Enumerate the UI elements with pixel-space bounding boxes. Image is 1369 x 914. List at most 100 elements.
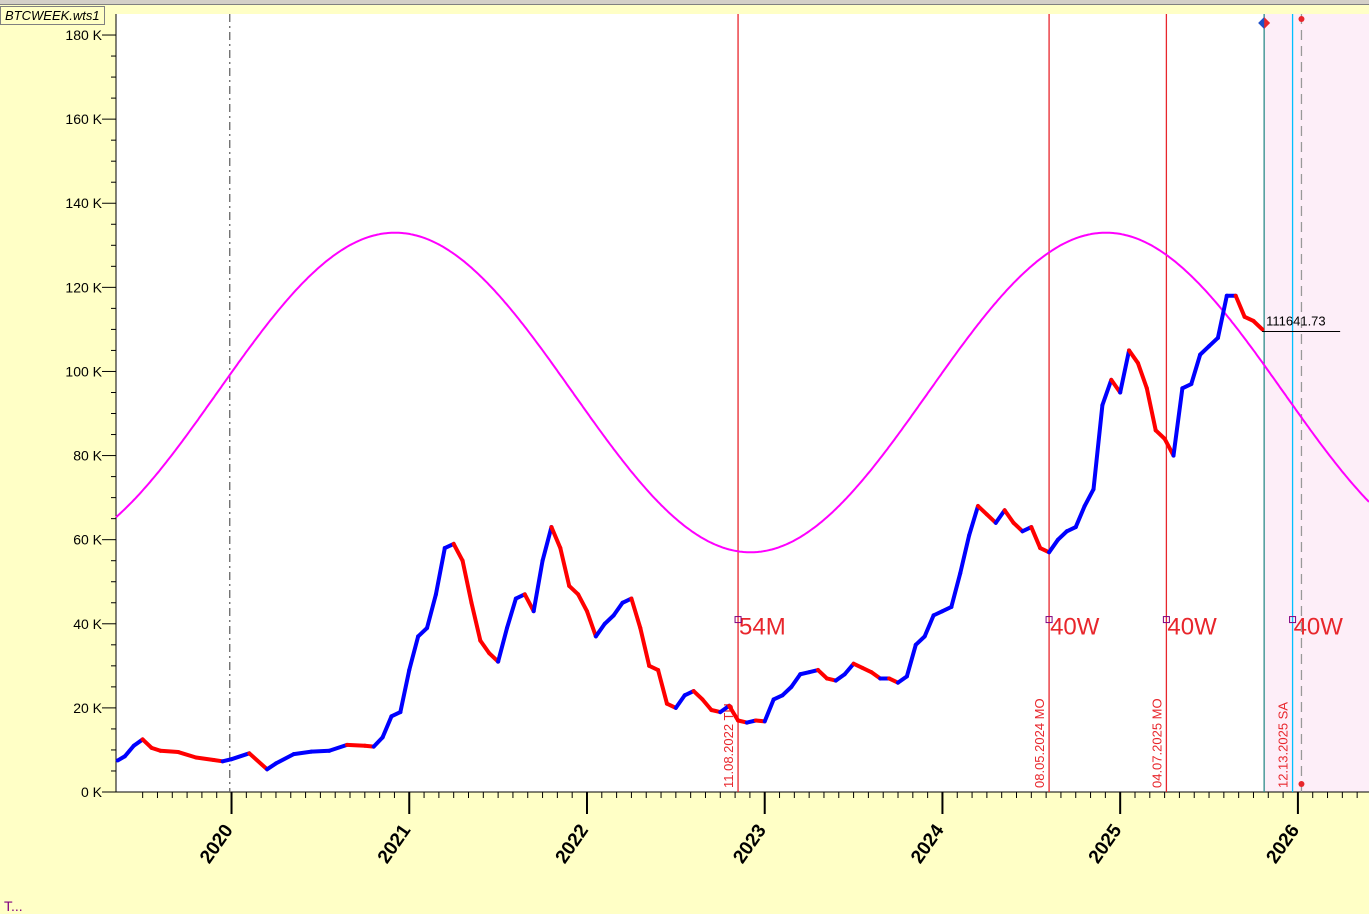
price-segment [1002, 508, 1016, 525]
marker-handle [734, 616, 742, 624]
price-segment [425, 592, 438, 630]
vertical-marker-date-label: 08.05.2024 MO [1032, 698, 1047, 788]
price-segment [780, 684, 794, 698]
y-tick-label: 100 K [65, 363, 102, 379]
price-segment [700, 697, 714, 712]
diamond-right [1264, 17, 1271, 29]
cycle-length-label: 40W [1167, 613, 1217, 640]
price-segment [1251, 318, 1265, 332]
price-segment [1100, 377, 1114, 408]
price-segment [1055, 529, 1069, 542]
price-segment [140, 737, 154, 750]
price-segment [558, 546, 572, 588]
price-segment [949, 571, 963, 609]
price-segment [958, 533, 972, 576]
x-tick-label: 2026 [1263, 821, 1304, 868]
x-tick-label: 2025 [1085, 820, 1127, 867]
price-segment [913, 634, 927, 647]
price-segment [451, 541, 465, 563]
price-segment [1118, 348, 1132, 395]
price-segment [433, 546, 447, 597]
diamond-left [1258, 17, 1265, 29]
price-segment [576, 592, 589, 614]
plot-area [116, 14, 1369, 792]
cycle-length-label: 54M [739, 613, 786, 640]
price-segment [531, 558, 545, 614]
price-segment [567, 583, 581, 597]
price-segment [193, 755, 216, 763]
price-segment [540, 525, 554, 563]
y-tick-label: 180 K [65, 27, 102, 43]
price-segment [327, 742, 350, 753]
price-segment [1233, 293, 1247, 319]
price-segment [593, 621, 607, 639]
price-segment [371, 735, 385, 749]
cycle-length-label: 40W [1050, 613, 1100, 640]
price-segment [1047, 537, 1060, 555]
price-segment [1011, 520, 1025, 534]
price-segment [967, 504, 980, 538]
price-segment [416, 625, 430, 639]
price-segment [291, 749, 314, 757]
y-tick-label: 120 K [65, 279, 102, 295]
vertical-marker-date-label: 04.07.2025 MO [1149, 698, 1164, 788]
price-segment [584, 609, 598, 639]
price-segment [158, 748, 181, 755]
marker-handle [1162, 616, 1170, 624]
price-segment [656, 668, 669, 706]
bottom-label: T... [4, 898, 23, 914]
price-segment [229, 751, 252, 762]
price-segment [1207, 335, 1220, 349]
price-segment [975, 504, 989, 517]
price-segment [398, 668, 412, 715]
price-segment [691, 689, 705, 702]
current-price-label: 111641.73 [1266, 314, 1326, 329]
price-segment [1215, 293, 1229, 340]
cycle-curve [115, 231, 1369, 554]
price-segment [993, 508, 1007, 525]
vertical-marker-date-label: 11.08.2022 TU [721, 703, 736, 788]
price-segment [984, 512, 998, 525]
current-bar-diamond [1258, 17, 1271, 29]
price-segment [1082, 487, 1096, 509]
price-segment [247, 751, 270, 772]
dash-line-bottom-dot [1298, 781, 1305, 787]
dash-line-top-dot [1298, 16, 1305, 22]
price-segment [122, 743, 136, 759]
y-tick-label: 40 K [73, 616, 102, 632]
price-segment [1135, 361, 1149, 391]
vertical-marker-date-label: 12.13.2025 SA [1276, 702, 1291, 788]
price-segment [904, 642, 918, 679]
future-zone [1264, 14, 1369, 792]
price-segment [380, 714, 394, 740]
price-segment [673, 693, 687, 710]
price-segment [1029, 525, 1043, 551]
price-segment [638, 625, 652, 668]
x-tick-label: 2021 [374, 820, 416, 867]
price-segment [762, 697, 776, 724]
price-segment [460, 558, 474, 605]
price-segment [1171, 386, 1185, 458]
price-segment [922, 613, 936, 639]
y-tick-label: 80 K [73, 448, 102, 464]
price-segment [611, 600, 625, 618]
price-segment [1091, 403, 1105, 492]
y-tick-label: 20 K [73, 700, 102, 716]
y-tick-label: 160 K [65, 111, 102, 127]
y-tick-label: 140 K [65, 195, 102, 211]
file-tab[interactable]: BTCWEEK.wts1 [0, 6, 105, 25]
window-top-bar [0, 0, 1369, 5]
price-segment [469, 600, 483, 643]
price-segment [309, 748, 332, 754]
x-tick-label: 2024 [907, 820, 949, 867]
price-segment [727, 703, 741, 723]
price-segment [478, 638, 492, 656]
price-segment [1144, 386, 1158, 433]
price-segment [816, 668, 829, 681]
price-segment [273, 752, 296, 766]
price-segment [629, 596, 643, 630]
price-segment [345, 742, 367, 748]
price-segment [549, 525, 563, 551]
price-segment [505, 596, 518, 630]
